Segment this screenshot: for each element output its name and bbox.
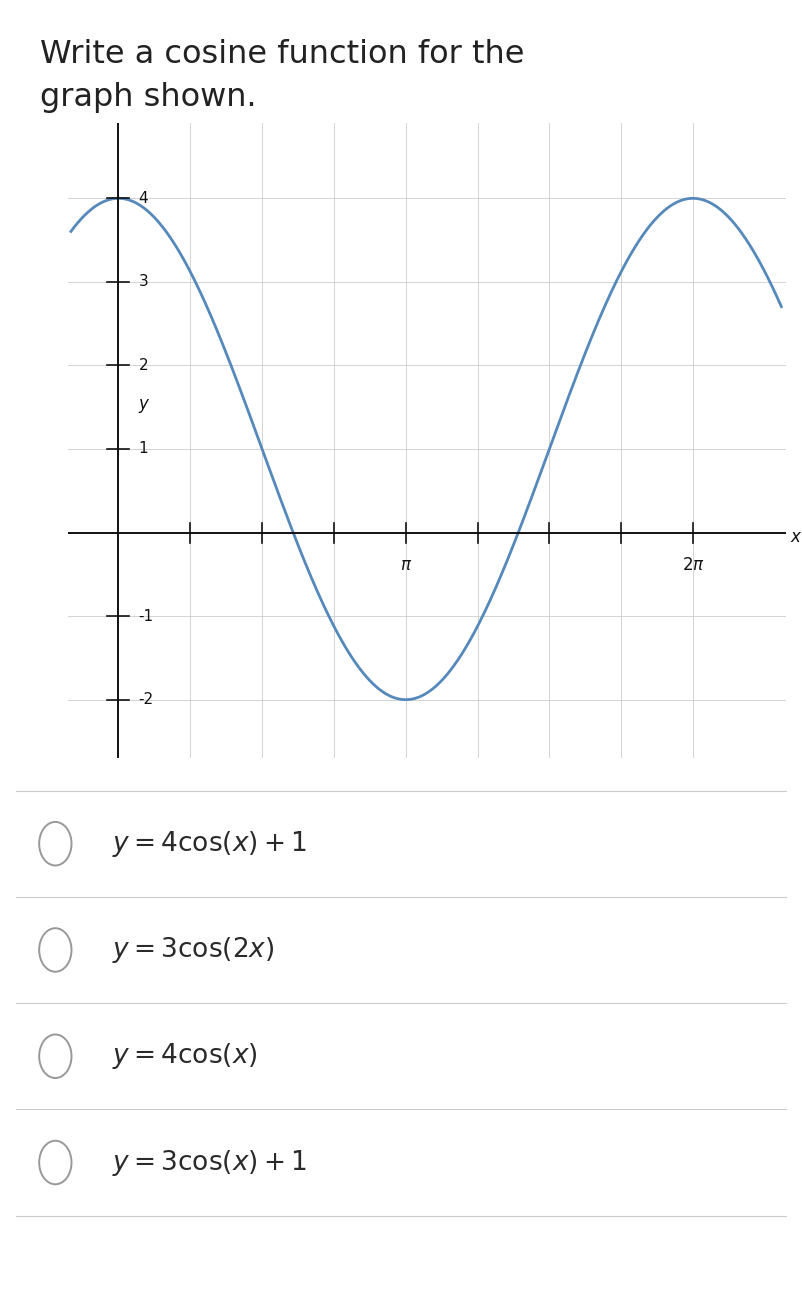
Text: $y = 4\cos(x)$: $y = 4\cos(x)$ xyxy=(112,1041,258,1072)
Text: Write a cosine function for the: Write a cosine function for the xyxy=(40,39,525,70)
Text: 3: 3 xyxy=(139,275,148,289)
Text: y: y xyxy=(139,395,148,412)
Text: 4: 4 xyxy=(139,191,148,206)
Text: $2\pi$: $2\pi$ xyxy=(682,556,704,574)
Text: graph shown.: graph shown. xyxy=(40,82,257,113)
Text: $\pi$: $\pi$ xyxy=(399,556,412,574)
Text: 1: 1 xyxy=(139,442,148,456)
Text: -2: -2 xyxy=(139,692,154,708)
Text: $y = 3\cos(2x)$: $y = 3\cos(2x)$ xyxy=(112,934,275,966)
Text: $y = 3\cos(x) + 1$: $y = 3\cos(x) + 1$ xyxy=(112,1147,307,1178)
Text: $y = 4\cos(x) + 1$: $y = 4\cos(x) + 1$ xyxy=(112,828,307,859)
Text: 2: 2 xyxy=(139,358,148,373)
Text: x: x xyxy=(791,527,800,546)
Text: -1: -1 xyxy=(139,609,154,623)
